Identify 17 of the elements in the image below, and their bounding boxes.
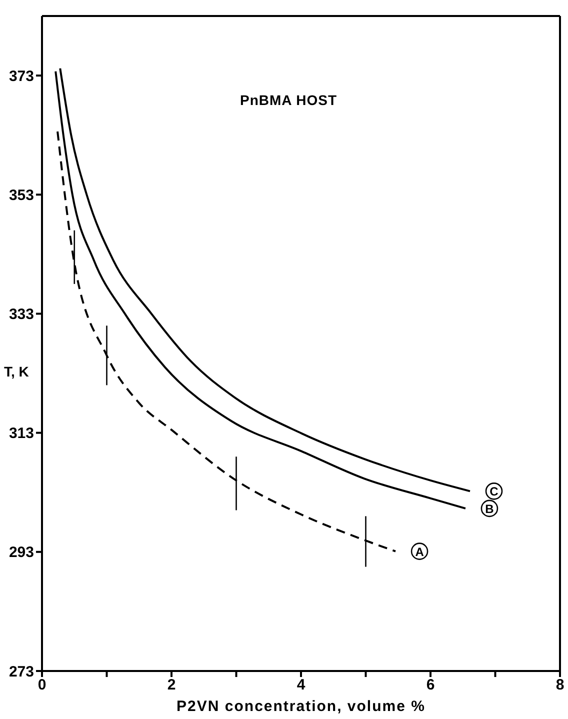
- y-axis-title: T, K: [4, 363, 29, 380]
- legend-label: B: [485, 502, 494, 516]
- x-tick-label: 2: [167, 676, 176, 694]
- x-tick-label: 0: [38, 676, 46, 694]
- text: PnBMA HOST: [240, 92, 338, 108]
- x-tick-label: 6: [426, 676, 435, 694]
- y-tick-label: 293: [8, 544, 34, 562]
- y-tick-label: 373: [8, 68, 34, 85]
- y-tick-label: 333: [8, 306, 34, 324]
- x-tick-label: 8: [556, 676, 564, 694]
- series-label: A: [415, 544, 424, 559]
- x-tick-label: 4: [296, 676, 306, 694]
- y-tick-label: 313: [8, 425, 34, 442]
- x-axis-title: P2VN concentration, volume %: [176, 698, 426, 715]
- y-tick-label: 273: [8, 663, 34, 680]
- y-tick-label: 353: [8, 186, 34, 204]
- series-label: C: [490, 484, 499, 499]
